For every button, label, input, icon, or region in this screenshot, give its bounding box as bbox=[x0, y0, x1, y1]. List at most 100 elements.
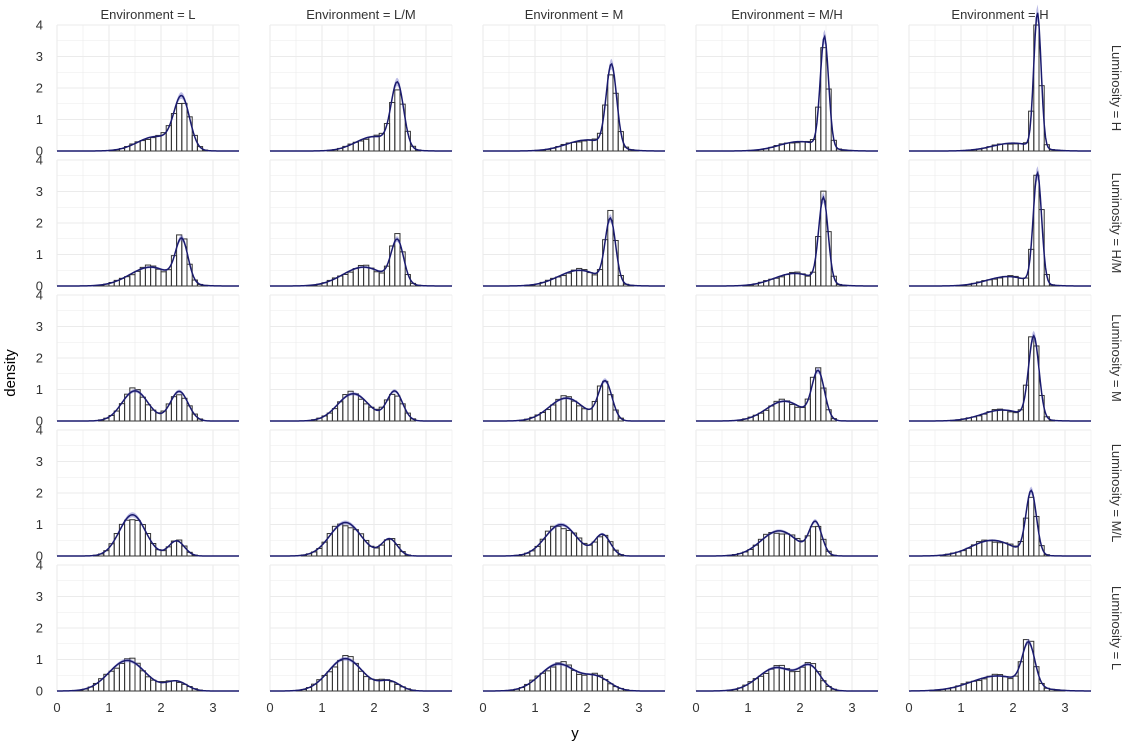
histogram-bar bbox=[394, 89, 401, 152]
panel-0-2 bbox=[482, 24, 666, 152]
histogram-bar bbox=[591, 541, 598, 557]
histogram-bar bbox=[576, 673, 583, 692]
x-tick-label: 0 bbox=[692, 700, 699, 715]
y-tick-label: 4 bbox=[36, 558, 43, 573]
histogram-bar bbox=[576, 141, 583, 152]
density-band bbox=[909, 638, 1091, 691]
histogram-bar bbox=[539, 672, 546, 692]
histogram-bar bbox=[134, 519, 141, 557]
x-tick-label: 1 bbox=[531, 700, 538, 715]
histogram-bar bbox=[378, 272, 385, 287]
histogram-bar bbox=[160, 271, 167, 287]
histogram-bar bbox=[347, 527, 354, 557]
histogram-bar bbox=[555, 525, 562, 557]
histogram-bar bbox=[342, 525, 349, 557]
panel-0-1 bbox=[269, 24, 453, 152]
density-line bbox=[56, 94, 240, 152]
histogram-bar bbox=[389, 393, 396, 422]
histogram-bar bbox=[1033, 666, 1040, 692]
histogram-bar bbox=[565, 396, 572, 422]
histogram-bar bbox=[373, 271, 380, 287]
histogram-bar bbox=[783, 668, 791, 692]
x-tick-label: 3 bbox=[848, 700, 855, 715]
density-band bbox=[57, 92, 239, 151]
histogram-bar bbox=[586, 544, 593, 557]
histogram-bar bbox=[176, 394, 183, 422]
histogram-bar bbox=[139, 140, 146, 152]
histogram-bar bbox=[1012, 412, 1019, 422]
histogram-bar bbox=[576, 405, 583, 422]
row-strip-label: Luminosity = H/M bbox=[1109, 173, 1124, 274]
density-line bbox=[269, 521, 452, 557]
x-tick-label: 2 bbox=[370, 700, 377, 715]
histogram-bar bbox=[176, 103, 183, 152]
histogram-bar bbox=[581, 674, 588, 692]
histogram-bar bbox=[778, 276, 785, 287]
histogram-bar bbox=[804, 662, 811, 692]
x-tick-label: 2 bbox=[157, 700, 164, 715]
density-band bbox=[909, 486, 1091, 556]
histogram-bar bbox=[352, 662, 359, 692]
histogram-bar bbox=[996, 542, 1004, 557]
histogram-bar bbox=[326, 671, 333, 692]
x-tick-label: 0 bbox=[905, 700, 912, 715]
density-line bbox=[695, 520, 878, 557]
density-band bbox=[483, 662, 665, 691]
column-strip-label: Environment = H bbox=[951, 7, 1048, 22]
histogram-bar bbox=[357, 140, 365, 152]
histogram-bar bbox=[986, 675, 993, 692]
density-line bbox=[270, 390, 452, 422]
histogram-bar bbox=[1002, 143, 1009, 152]
histogram-bar bbox=[1002, 542, 1009, 557]
x-tick-label: 1 bbox=[744, 700, 751, 715]
panel-2-0 bbox=[56, 294, 240, 422]
panel-3-0 bbox=[56, 429, 240, 557]
histogram-bar bbox=[139, 670, 146, 692]
histogram-bar bbox=[773, 532, 780, 557]
y-tick-label: 1 bbox=[36, 112, 43, 127]
histogram-bar bbox=[337, 659, 344, 692]
histogram-bar bbox=[389, 245, 396, 287]
histogram-bar bbox=[757, 412, 765, 422]
histogram-bar bbox=[160, 550, 167, 557]
histogram-bar bbox=[129, 274, 136, 287]
density-band bbox=[909, 330, 1091, 421]
density-line bbox=[270, 80, 453, 152]
x-tick-label: 0 bbox=[479, 700, 486, 715]
histogram-bar bbox=[1002, 409, 1009, 422]
histogram-bar bbox=[394, 395, 401, 422]
histogram-bar bbox=[342, 273, 349, 287]
histogram-bar bbox=[996, 277, 1004, 287]
y-tick-label: 0 bbox=[36, 144, 43, 159]
histogram-bar bbox=[1012, 675, 1019, 692]
density-line bbox=[695, 195, 879, 287]
histogram-bar bbox=[555, 662, 562, 692]
y-tick-label: 2 bbox=[36, 621, 43, 636]
y-tick-label: 2 bbox=[36, 216, 43, 231]
histogram-bar bbox=[347, 271, 354, 287]
histogram-bar bbox=[1007, 143, 1014, 152]
histogram-bar bbox=[1012, 143, 1019, 152]
histogram-bar bbox=[1017, 277, 1024, 287]
histogram-bar bbox=[783, 533, 791, 557]
histogram-bar bbox=[783, 274, 791, 287]
histogram-bar bbox=[383, 679, 391, 692]
histogram-bar bbox=[804, 275, 811, 287]
density-line bbox=[269, 657, 452, 692]
histogram-bar bbox=[970, 680, 978, 692]
histogram-bar bbox=[150, 679, 157, 692]
histogram-bar bbox=[789, 671, 796, 692]
histogram-bar bbox=[399, 251, 406, 287]
histogram-bar bbox=[976, 415, 983, 422]
panel-1-2 bbox=[482, 159, 666, 287]
histogram-bar bbox=[778, 533, 785, 557]
density-line bbox=[482, 216, 666, 287]
y-tick-label: 1 bbox=[36, 652, 43, 667]
histogram-bar bbox=[124, 519, 131, 557]
panel-3-2 bbox=[482, 429, 666, 557]
panel-4-1 bbox=[269, 564, 453, 692]
histogram-bar bbox=[602, 380, 609, 422]
histogram-bar bbox=[1028, 640, 1035, 692]
density-band bbox=[909, 166, 1091, 286]
y-tick-label: 3 bbox=[36, 184, 43, 199]
